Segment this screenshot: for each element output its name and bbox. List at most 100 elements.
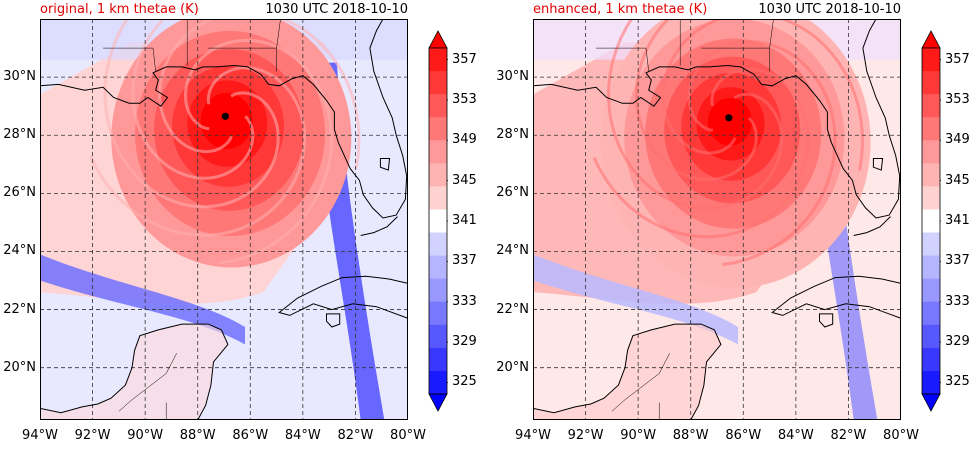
lon-label: 90°W (127, 428, 164, 443)
colorbar-tick-label: 345 (945, 172, 970, 188)
colorbar-bin (922, 163, 940, 187)
colorbar-bin (429, 48, 447, 72)
panel-title-right: 1030 UTC 2018-10-10 (265, 2, 408, 17)
colorbar-bin (922, 71, 940, 95)
colorbar-extend-max (428, 30, 448, 49)
map-original (40, 19, 408, 420)
colorbar-bin (429, 278, 447, 303)
colorbar-bin (429, 209, 447, 233)
colorbar-bin (429, 163, 447, 187)
colorbar-tick-label: 341 (945, 213, 970, 228)
colorbar-tick-label: 329 (945, 334, 970, 350)
colorbar-tick-label: 349 (945, 132, 970, 148)
lon-label: 86°W (725, 428, 762, 443)
colorbar-tick-label: 333 (945, 293, 970, 309)
lon-label: 90°W (620, 428, 657, 443)
colorbar-bin (922, 278, 940, 303)
lon-label: 84°W (777, 428, 814, 443)
colorbar-bin (922, 301, 940, 326)
cold-plume-channel (40, 254, 246, 345)
colorbar-bin (429, 94, 447, 118)
colorbar-bin (922, 209, 940, 233)
colorbar-tick-label: 329 (452, 334, 477, 350)
lon-label: 80°W (390, 428, 426, 443)
lon-label: 92°W (567, 428, 604, 443)
lon-label: 94°W (515, 428, 551, 443)
lat-label: 28°N (496, 127, 529, 143)
colorbar-bin (922, 48, 940, 72)
colorbar (921, 30, 941, 412)
lat-label: 28°N (3, 127, 36, 143)
colorbar-tick-label: 337 (945, 253, 970, 269)
lat-label: 22°N (3, 301, 36, 317)
hurricane-warm-core (89, 19, 361, 268)
lon-label: 82°W (830, 428, 867, 443)
colorbar-tick-label: 333 (452, 293, 477, 309)
lat-label: 26°N (3, 185, 36, 201)
land-shading (40, 324, 228, 420)
colorbar-extend-min (921, 393, 941, 412)
colorbar-tick-label: 353 (945, 91, 970, 107)
colorbar-bin (922, 324, 940, 349)
lat-label: 24°N (3, 243, 36, 259)
cold-plume-channel (533, 254, 739, 345)
gridlines (40, 19, 408, 420)
map-frame (40, 19, 408, 420)
colorbar-extend-max (921, 30, 941, 49)
map-enhanced (533, 19, 901, 420)
colorbar-tick-label: 325 (452, 374, 477, 390)
panel-enhanced: enhanced, 1 km thetae (K) 1030 UTC 2018-… (493, 0, 972, 449)
colorbar-bin (922, 232, 940, 256)
colorbar-bin (429, 255, 447, 280)
colorbar-bin (429, 71, 447, 95)
lat-label: 30°N (3, 69, 36, 85)
map-frame (533, 19, 901, 420)
storm-center-marker (221, 112, 229, 120)
lat-label: 24°N (496, 243, 529, 259)
colorbar-bin (922, 347, 940, 372)
lon-label: 80°W (883, 428, 919, 443)
colorbar-bin (922, 370, 940, 395)
colorbar-bin (922, 186, 940, 210)
colorbar-bin (429, 117, 447, 141)
lat-label: 26°N (496, 185, 529, 201)
colorbar-tick-label: 325 (945, 374, 970, 390)
colorbar-bin (429, 186, 447, 210)
panel-title-left: original, 1 km thetae (K) (40, 2, 199, 17)
lat-label: 22°N (496, 301, 529, 317)
panel-title-left: enhanced, 1 km thetae (K) (533, 2, 708, 17)
lon-label: 82°W (337, 428, 374, 443)
colorbar-bin (429, 324, 447, 349)
lat-label: 20°N (3, 359, 36, 375)
storm-center-marker (725, 114, 733, 122)
lon-label: 84°W (284, 428, 321, 443)
colorbar-bin (429, 347, 447, 372)
colorbar-bin (922, 140, 940, 164)
gridlines (533, 19, 901, 420)
panel-original: original, 1 km thetae (K) 1030 UTC 2018-… (3, 2, 477, 443)
panel-title-right: 1030 UTC 2018-10-10 (758, 2, 901, 17)
lon-label: 88°W (672, 428, 709, 443)
lat-label: 20°N (496, 359, 529, 375)
coastlines (40, 19, 408, 420)
colorbar-bin (429, 140, 447, 164)
colorbar-tick-label: 349 (452, 132, 477, 148)
lon-label: 94°W (22, 428, 58, 443)
lon-label: 92°W (74, 428, 111, 443)
state-borders (103, 19, 281, 420)
colorbar-tick-label: 353 (452, 91, 477, 107)
lat-label: 30°N (496, 69, 529, 85)
coastlines (533, 19, 901, 420)
colorbar (428, 30, 448, 412)
hurricane-warm-core (592, 19, 871, 288)
colorbar-tick-label: 337 (452, 253, 477, 269)
colorbar-tick-label: 357 (452, 51, 477, 67)
colorbar-bin (429, 301, 447, 326)
colorbar-bin (429, 232, 447, 256)
colorbar-tick-label: 341 (452, 213, 477, 228)
colorbar-bin (922, 94, 940, 118)
lon-label: 86°W (232, 428, 269, 443)
colorbar-bin (922, 255, 940, 280)
colorbar-extend-min (428, 393, 448, 412)
state-borders (596, 19, 774, 420)
